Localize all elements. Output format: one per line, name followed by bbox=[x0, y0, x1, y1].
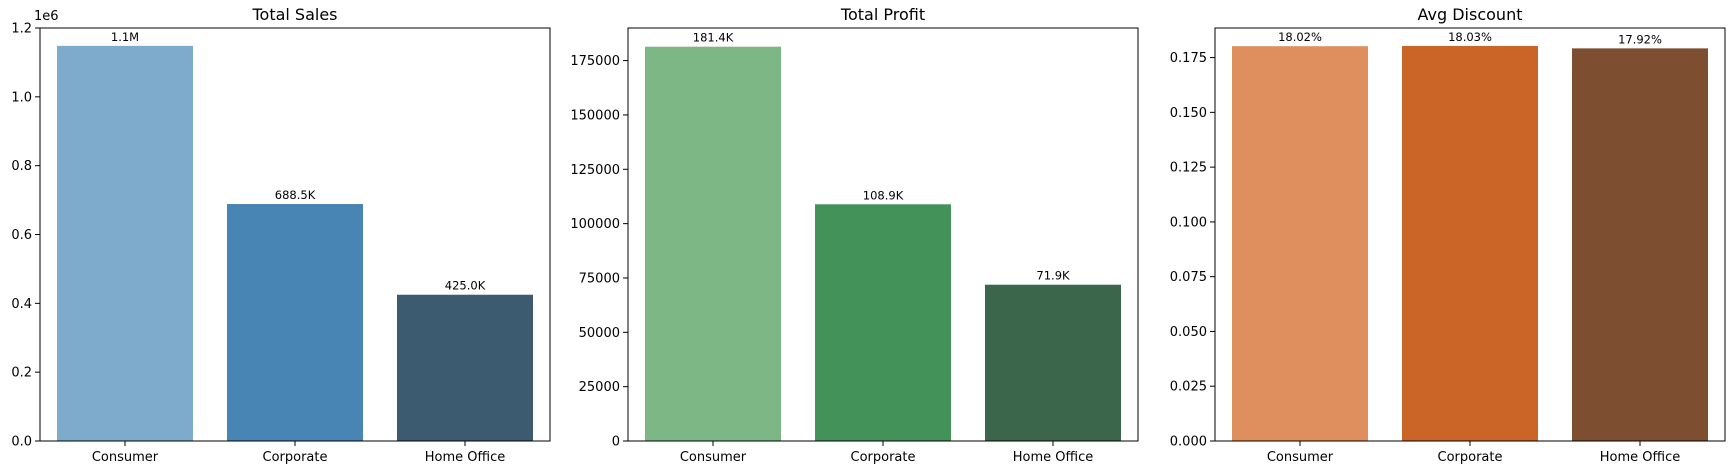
sales-x-tick-label: Home Office bbox=[425, 450, 505, 465]
profit-chart-title: Total Profit bbox=[840, 5, 925, 24]
discount-value-label: 18.02% bbox=[1278, 30, 1322, 44]
discount-bar-corporate bbox=[1402, 45, 1538, 441]
profit-y-tick-label: 125000 bbox=[570, 163, 620, 178]
discount-bar-consumer bbox=[1232, 46, 1368, 441]
discount-y-tick-label: 0.050 bbox=[1170, 325, 1207, 340]
profit-axes-frame bbox=[627, 27, 1139, 442]
discount-y-tick-label: 0.025 bbox=[1170, 380, 1207, 395]
sales-y-offset-label: 1e6 bbox=[34, 9, 59, 24]
sales-y-tick-label: 0.6 bbox=[11, 228, 32, 243]
profit-y-tick-label: 75000 bbox=[579, 271, 620, 286]
discount-bar-home-office bbox=[1572, 48, 1708, 441]
profit-bar-consumer bbox=[645, 46, 781, 441]
sales-y-tick-label: 0.8 bbox=[11, 159, 32, 174]
discount-y-tick-label: 0.075 bbox=[1170, 270, 1207, 285]
sales-chart: 1.1M Consumer 688.5K Corporate 425.0K Home Of… bbox=[11, 5, 551, 465]
sales-x-tick-label: Corporate bbox=[263, 450, 328, 465]
sales-y-tick-label: 0.4 bbox=[11, 297, 32, 312]
profit-y-tick-label: 100000 bbox=[570, 217, 620, 232]
sales-value-label: 425.0K bbox=[445, 279, 486, 293]
discount-y-tick-label: 0.175 bbox=[1170, 51, 1207, 66]
profit-bar-home-office bbox=[985, 284, 1121, 441]
sales-y-tick-label: 1.2 bbox=[11, 22, 32, 37]
profit-y-tick-label: 50000 bbox=[579, 326, 620, 341]
discount-value-label: 18.03% bbox=[1448, 30, 1492, 44]
discount-x-tick-label: Corporate bbox=[1438, 450, 1503, 465]
discount-value-label: 17.92% bbox=[1618, 32, 1662, 46]
discount-chart: 18.02% Consumer 18.03% Corporate 17.92% Home … bbox=[1170, 5, 1726, 465]
sales-bar-consumer bbox=[57, 45, 193, 441]
sales-y-tick-label: 0.2 bbox=[11, 366, 32, 381]
profit-chart: 181.4K Consumer 108.9K Corporate 71.9K Home O… bbox=[570, 5, 1139, 465]
sales-y-tick-label: 0.0 bbox=[11, 435, 32, 450]
profit-x-tick-label: Consumer bbox=[680, 450, 747, 465]
sales-bar-corporate bbox=[227, 204, 363, 441]
profit-value-label: 181.4K bbox=[693, 31, 734, 45]
sales-bar-home-office bbox=[397, 294, 533, 441]
discount-x-tick-label: Consumer bbox=[1267, 450, 1334, 465]
discount-y-tick-label: 0.100 bbox=[1170, 215, 1207, 230]
profit-y-tick-label: 175000 bbox=[570, 54, 620, 69]
profit-value-label: 108.9K bbox=[863, 188, 904, 202]
profit-bar-corporate bbox=[815, 204, 951, 441]
profit-y-tick-label: 25000 bbox=[579, 380, 620, 395]
discount-y-tick-label: 0.000 bbox=[1170, 435, 1207, 450]
sales-y-tick-label: 1.0 bbox=[11, 90, 32, 105]
profit-y-tick-label: 0 bbox=[612, 435, 620, 450]
discount-chart-title: Avg Discount bbox=[1418, 5, 1523, 24]
sales-chart-title: Total Sales bbox=[251, 5, 337, 24]
profit-value-label: 71.9K bbox=[1036, 269, 1070, 283]
discount-y-tick-label: 0.150 bbox=[1170, 106, 1207, 121]
discount-x-tick-label: Home Office bbox=[1600, 450, 1680, 465]
profit-y-tick-label: 150000 bbox=[570, 108, 620, 123]
discount-axes-frame bbox=[1214, 27, 1726, 442]
sales-axes-frame bbox=[39, 27, 551, 442]
profit-x-tick-label: Home Office bbox=[1013, 450, 1093, 465]
profit-x-tick-label: Corporate bbox=[851, 450, 916, 465]
sales-value-label: 688.5K bbox=[275, 188, 316, 202]
sales-value-label: 1.1M bbox=[111, 30, 139, 44]
sales-x-tick-label: Consumer bbox=[92, 450, 159, 465]
discount-y-tick-label: 0.125 bbox=[1170, 161, 1207, 176]
